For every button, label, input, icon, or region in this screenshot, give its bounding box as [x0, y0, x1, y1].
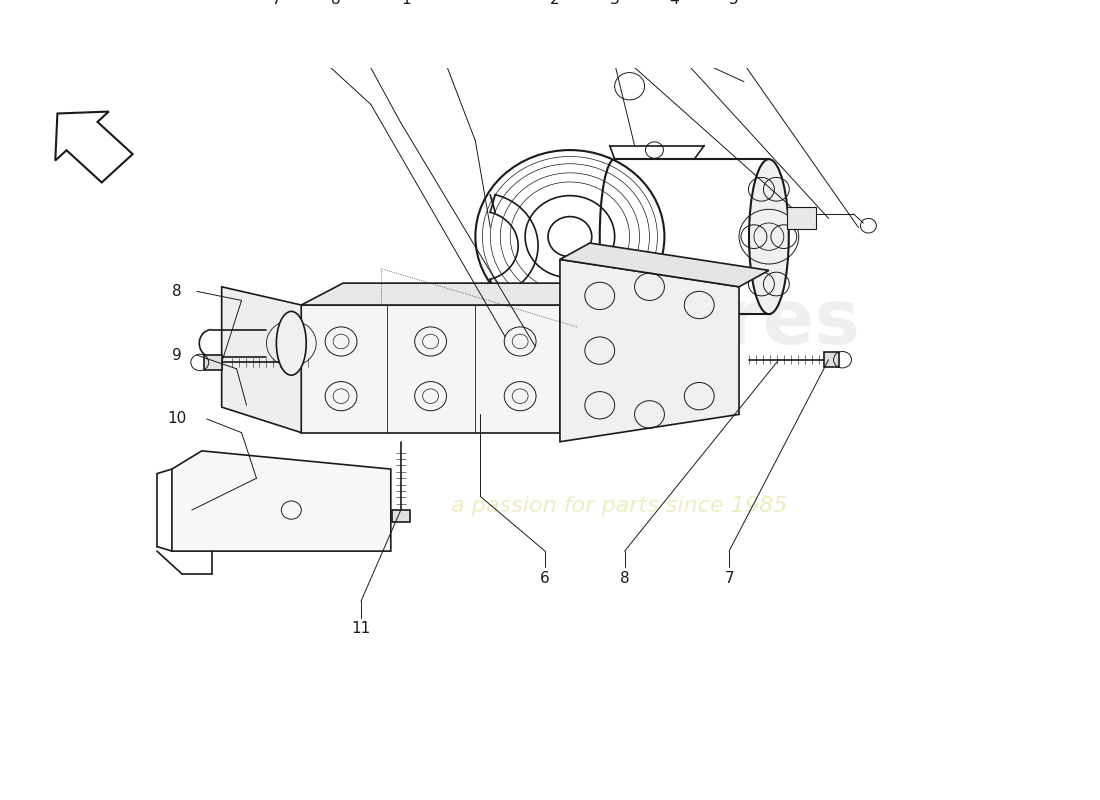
- Text: 9: 9: [172, 348, 182, 362]
- Polygon shape: [560, 243, 769, 286]
- Ellipse shape: [749, 159, 789, 314]
- Ellipse shape: [276, 311, 306, 375]
- Circle shape: [548, 217, 592, 257]
- Polygon shape: [490, 329, 505, 345]
- Polygon shape: [172, 451, 390, 551]
- Text: 8: 8: [331, 0, 341, 7]
- Text: 2: 2: [550, 0, 560, 7]
- Text: a passion for parts since 1985: a passion for parts since 1985: [451, 495, 788, 515]
- Polygon shape: [824, 353, 838, 367]
- Polygon shape: [392, 510, 409, 522]
- Text: eurospares: eurospares: [378, 286, 861, 360]
- Text: 8: 8: [172, 284, 182, 299]
- Text: 11: 11: [351, 621, 371, 636]
- Text: 10: 10: [167, 411, 187, 426]
- Text: 7: 7: [272, 0, 282, 7]
- Text: 8: 8: [619, 571, 629, 586]
- Polygon shape: [301, 283, 602, 305]
- Polygon shape: [204, 355, 222, 370]
- FancyBboxPatch shape: [786, 207, 816, 230]
- Text: 6: 6: [540, 571, 550, 586]
- Text: 4: 4: [670, 0, 679, 7]
- Polygon shape: [560, 259, 739, 442]
- Text: 7: 7: [724, 571, 734, 586]
- Text: 5: 5: [729, 0, 739, 7]
- Polygon shape: [55, 111, 133, 182]
- Polygon shape: [301, 305, 560, 433]
- Text: 3: 3: [609, 0, 619, 7]
- Text: 1: 1: [400, 0, 410, 7]
- Polygon shape: [222, 286, 301, 433]
